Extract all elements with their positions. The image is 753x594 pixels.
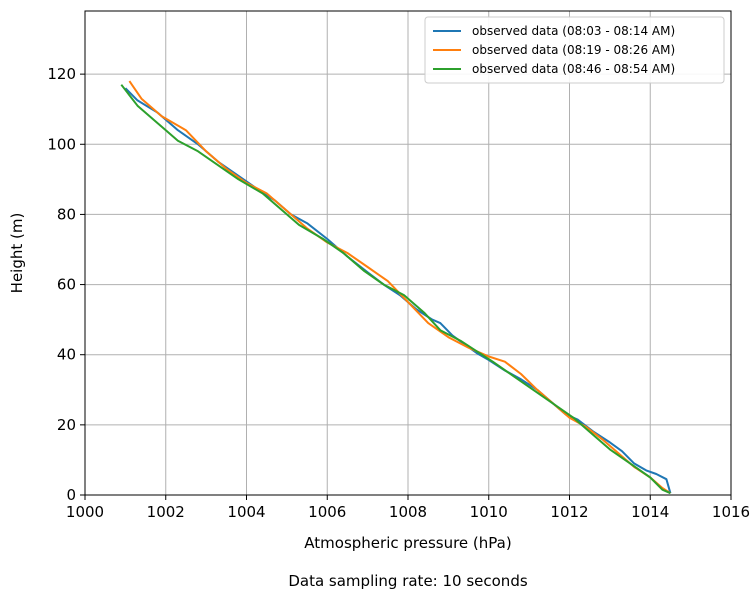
legend: observed data (08:03 - 08:14 AM) observed… xyxy=(424,16,725,84)
y-ticks: 0 20 40 60 80 100 120 xyxy=(47,65,85,504)
x-tick-label: 1000 xyxy=(66,503,104,521)
x-ticks: 1000 1002 1004 1006 1008 1010 1012 1014 1016 xyxy=(66,495,750,521)
x-tick-label: 1012 xyxy=(550,503,588,521)
y-tick-label: 120 xyxy=(47,65,76,83)
series-line-3 xyxy=(120,84,671,495)
legend-box xyxy=(424,16,725,84)
x-tick-label: 1016 xyxy=(712,503,750,521)
y-tick-label: 40 xyxy=(57,346,76,364)
caption: Data sampling rate: 10 seconds xyxy=(288,572,527,590)
y-axis-label: Height (m) xyxy=(8,213,26,294)
y-tick-label: 100 xyxy=(47,135,76,153)
x-tick-label: 1014 xyxy=(631,503,669,521)
x-axis-label: Atmospheric pressure (hPa) xyxy=(304,534,511,552)
legend-label-1: observed data (08:03 - 08:14 AM) xyxy=(472,24,675,38)
y-tick-label: 0 xyxy=(66,486,76,504)
x-tick-label: 1006 xyxy=(308,503,346,521)
x-tick-label: 1010 xyxy=(470,503,508,521)
y-tick-label: 20 xyxy=(57,416,76,434)
x-tick-label: 1002 xyxy=(147,503,185,521)
y-tick-label: 80 xyxy=(57,205,76,223)
x-tick-label: 1008 xyxy=(389,503,427,521)
series-layer xyxy=(120,80,672,495)
series-line-1 xyxy=(124,87,672,494)
legend-label-3: observed data (08:46 - 08:54 AM) xyxy=(472,62,675,76)
legend-label-2: observed data (08:19 - 08:26 AM) xyxy=(472,43,675,57)
series-line-2 xyxy=(128,80,671,495)
y-tick-label: 60 xyxy=(57,276,76,294)
x-tick-label: 1004 xyxy=(227,503,265,521)
